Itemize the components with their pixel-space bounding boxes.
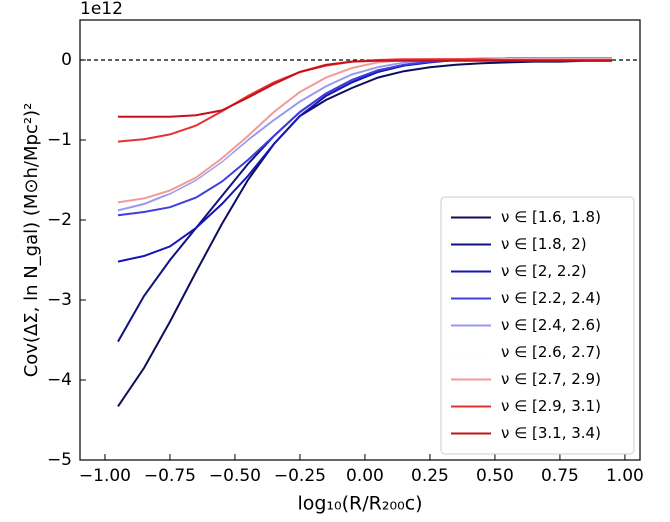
legend-label: ν ∈ [2, 2.2) xyxy=(501,262,587,280)
legend-label: ν ∈ [2.9, 3.1) xyxy=(501,397,601,415)
x-tick-label: −1.00 xyxy=(79,466,131,486)
y-tick-label: −2 xyxy=(47,210,72,230)
legend: ν ∈ [1.6, 1.8) ν ∈ [1.8, 2) ν ∈ [2, 2.2) ν … xyxy=(440,196,635,455)
legend-label: ν ∈ [2.6, 2.7) xyxy=(501,343,601,361)
x-tick-label: 1.00 xyxy=(606,466,644,486)
legend-label: ν ∈ [1.8, 2) xyxy=(501,235,587,253)
y-tick-label: −5 xyxy=(47,450,72,470)
legend-label: ν ∈ [3.1, 3.4) xyxy=(501,424,601,442)
offset-label: 1e12 xyxy=(80,0,123,19)
x-tick-label: −0.25 xyxy=(274,466,326,486)
legend-label: ν ∈ [2.4, 2.6) xyxy=(501,316,601,334)
y-tick-label: −1 xyxy=(47,130,72,150)
x-tick-label: 0.00 xyxy=(346,466,384,486)
y-tick-label: 0 xyxy=(61,50,72,70)
plot-frame xyxy=(79,19,641,461)
x-tick-label: −0.50 xyxy=(209,466,261,486)
legend-label: ν ∈ [2.7, 2.9) xyxy=(501,370,601,388)
y-tick-label: −4 xyxy=(47,370,72,390)
legend-label: ν ∈ [1.6, 1.8) xyxy=(501,208,601,226)
y-tick-label: −3 xyxy=(47,290,72,310)
series-line xyxy=(117,58,612,208)
legend-box xyxy=(440,196,635,455)
x-axis-label: log₁₀(R/R₂₀₀c) xyxy=(297,493,422,515)
x-tick-label: 0.75 xyxy=(541,466,579,486)
legend-label: ν ∈ [2.2, 2.4) xyxy=(501,289,601,307)
x-tick-label: −0.75 xyxy=(144,466,196,486)
x-tick-label: 0.50 xyxy=(476,466,514,486)
x-tick-label: 0.25 xyxy=(411,466,449,486)
series-line xyxy=(118,59,612,118)
y-axis-label: Cov(ΔΣ, ln N_gal) (M⊙h/Mpc²)² xyxy=(21,103,42,378)
series-line xyxy=(117,57,612,212)
